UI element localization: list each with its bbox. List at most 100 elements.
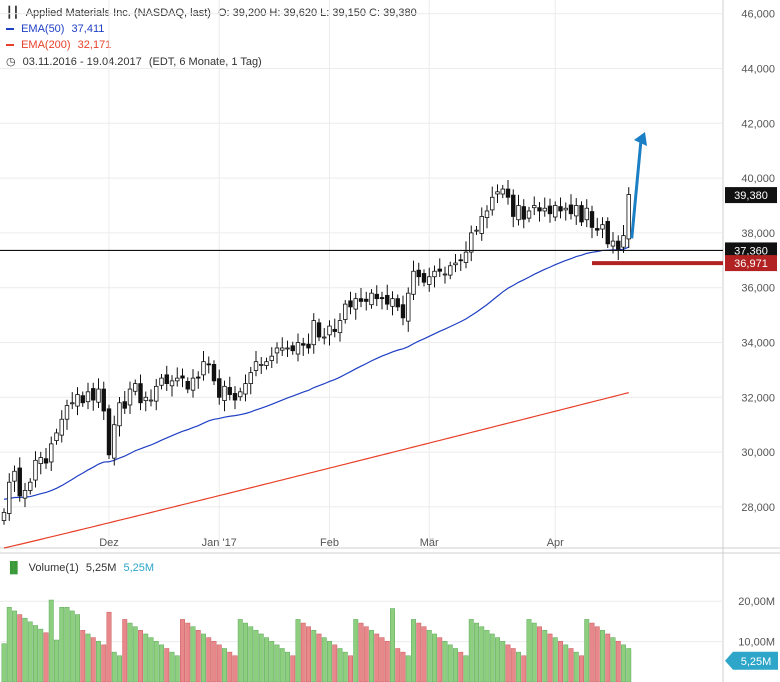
volume-bar bbox=[537, 626, 542, 682]
price-tick-label: 34,000 bbox=[741, 338, 775, 350]
candle-body bbox=[101, 388, 106, 412]
volume-bar bbox=[395, 648, 401, 682]
candle-body bbox=[348, 300, 353, 308]
candle-body bbox=[106, 408, 112, 456]
candle-body bbox=[316, 322, 322, 338]
candle-body bbox=[337, 320, 343, 334]
candle-body bbox=[70, 402, 75, 405]
candle-body bbox=[500, 188, 505, 195]
candle-body bbox=[211, 364, 217, 382]
candle-body bbox=[490, 196, 495, 211]
volume-current-label: 5,25M bbox=[741, 656, 772, 668]
candle-body bbox=[85, 391, 91, 403]
volume-bar bbox=[316, 633, 322, 682]
volume-bar bbox=[180, 619, 185, 682]
candle-body bbox=[143, 396, 148, 401]
candle-body bbox=[164, 374, 169, 385]
volume-bar bbox=[594, 626, 600, 682]
volume-bar bbox=[127, 622, 133, 682]
candle-body bbox=[474, 229, 479, 232]
chart-settings: (EDT, 6 Monate, 1 Tag) bbox=[148, 56, 262, 68]
volume-bar bbox=[54, 639, 59, 682]
candle-body bbox=[358, 298, 364, 302]
volume-bar bbox=[85, 633, 91, 682]
candle-body bbox=[484, 210, 490, 218]
volume-bar bbox=[1, 643, 7, 682]
volume-bar bbox=[568, 648, 574, 682]
candle-body bbox=[579, 205, 584, 223]
volume-bar bbox=[500, 640, 506, 682]
candle-body bbox=[584, 207, 589, 221]
volume-bar bbox=[227, 651, 233, 682]
volume-bar bbox=[405, 655, 411, 682]
volume-bar bbox=[489, 633, 495, 682]
volume-bar bbox=[621, 644, 626, 682]
candle-body bbox=[12, 470, 17, 482]
volume-bar bbox=[274, 644, 280, 682]
candle-body bbox=[574, 205, 579, 217]
volume-bar bbox=[474, 622, 479, 682]
ema50-label: EMA(50) bbox=[21, 23, 65, 35]
candle-body bbox=[154, 385, 159, 402]
price-tick-label: 30,000 bbox=[741, 447, 775, 459]
volume-bar bbox=[243, 622, 248, 682]
ema50-value: 37,411 bbox=[71, 23, 105, 35]
volume-bar bbox=[484, 630, 490, 682]
volume-bar bbox=[495, 637, 500, 682]
volume-bar bbox=[153, 640, 159, 682]
candle-body bbox=[526, 210, 532, 219]
support-badge bbox=[725, 255, 777, 272]
candle-body bbox=[259, 364, 264, 366]
candle-body bbox=[274, 347, 280, 354]
candle-body bbox=[201, 361, 206, 376]
volume-bar bbox=[253, 630, 259, 682]
candle-body bbox=[49, 443, 54, 463]
candle-body bbox=[1, 511, 7, 522]
price-tick-label: 40,000 bbox=[741, 173, 775, 185]
volume-current-badge bbox=[725, 651, 778, 670]
candle-body bbox=[626, 194, 631, 240]
candle-body bbox=[610, 240, 616, 247]
volume-bar bbox=[437, 637, 443, 682]
candle-body bbox=[295, 342, 301, 355]
volume-bar bbox=[96, 640, 101, 682]
candle-body bbox=[122, 401, 127, 409]
candle-body bbox=[416, 269, 421, 278]
volume-bar bbox=[579, 655, 584, 682]
candle-body bbox=[290, 345, 295, 352]
candle-body bbox=[243, 383, 248, 395]
volume-bar bbox=[458, 651, 464, 682]
candle-body bbox=[133, 383, 138, 392]
volume-bar bbox=[211, 640, 217, 682]
volume-bar bbox=[27, 621, 33, 682]
volume-bar bbox=[605, 633, 611, 682]
ema200-line bbox=[3, 392, 629, 549]
volume-bar bbox=[22, 617, 28, 682]
candle-body bbox=[327, 325, 332, 336]
candle-body bbox=[311, 320, 316, 346]
volume-bars bbox=[1, 599, 632, 682]
volume-bar bbox=[552, 637, 558, 682]
candle-body bbox=[264, 361, 269, 366]
volume-bar bbox=[411, 619, 416, 682]
candle-body bbox=[269, 355, 274, 361]
volume-bar bbox=[201, 633, 206, 682]
candle-body bbox=[374, 293, 379, 300]
volume-bar bbox=[306, 626, 311, 682]
candle-body bbox=[22, 490, 28, 499]
candle-body bbox=[96, 388, 101, 403]
volume-bar bbox=[138, 630, 143, 682]
candle-body bbox=[112, 424, 117, 459]
volume-bar bbox=[290, 655, 296, 682]
candle-body bbox=[406, 292, 411, 322]
volume-bar bbox=[416, 622, 422, 682]
volume-bar bbox=[248, 626, 254, 682]
candle-body bbox=[232, 393, 238, 401]
volume-tick-label: 10,00M bbox=[738, 637, 775, 649]
chart-title: Applied Materials Inc. (NASDAQ, last) bbox=[25, 7, 211, 19]
price-tick-label: 32,000 bbox=[741, 392, 775, 404]
volume-bar bbox=[353, 619, 359, 682]
candle-body bbox=[390, 298, 395, 307]
